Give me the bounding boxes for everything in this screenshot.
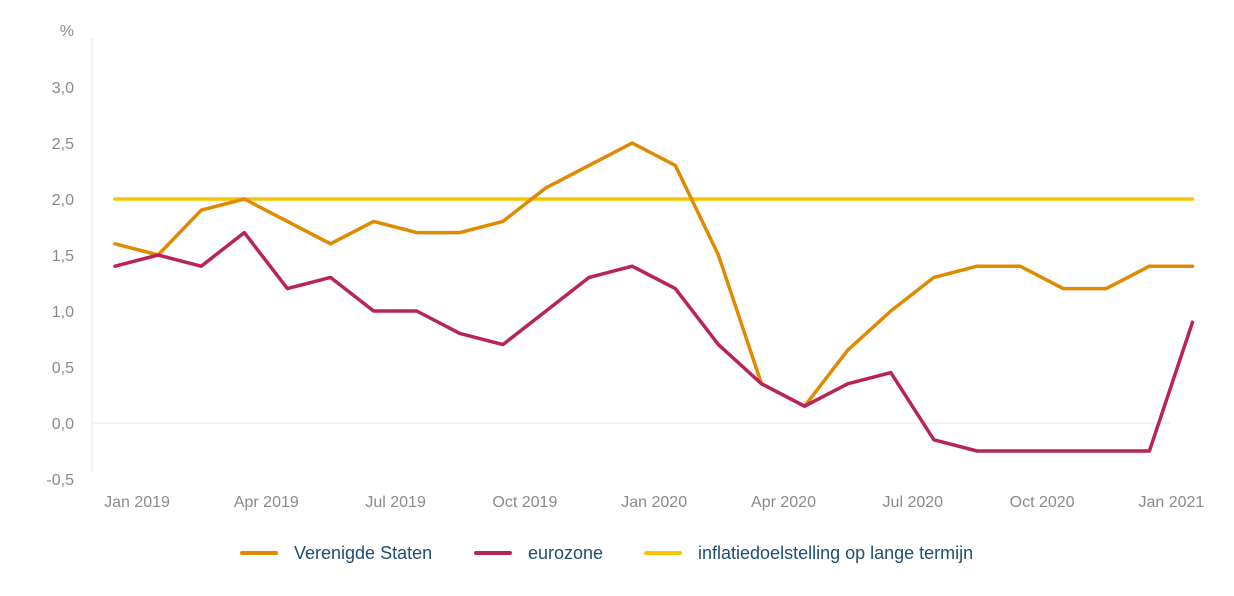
y-tick-label: 3,0 xyxy=(52,80,74,97)
y-tick-label: 0,0 xyxy=(52,416,74,433)
x-tick-label: Oct 2020 xyxy=(1010,494,1075,511)
series-line xyxy=(113,230,1195,453)
x-tick-label: Apr 2019 xyxy=(234,494,299,511)
legend-swatch xyxy=(644,551,682,555)
y-axis-unit-label: % xyxy=(60,23,74,40)
legend-label: Verenigde Staten xyxy=(294,542,433,563)
legend-swatch xyxy=(474,551,512,555)
y-tick-label: 2,0 xyxy=(52,192,74,209)
x-tick-label: Apr 2020 xyxy=(751,494,816,511)
y-tick-label: 0,5 xyxy=(52,360,74,377)
x-tick-label: Jan 2020 xyxy=(621,494,687,511)
legend-label: eurozone xyxy=(528,542,604,563)
y-tick-labels: -0,5 0,0 0,5 1,0 1,5 2,0 2,5 3,0 xyxy=(46,80,74,489)
series-line xyxy=(113,141,1195,408)
legend-label: inflatiedoelstelling op lange termijn xyxy=(698,542,974,563)
x-tick-label: Jul 2020 xyxy=(883,494,944,511)
y-tick-label: -0,5 xyxy=(46,472,74,489)
legend-swatch xyxy=(240,551,278,555)
x-tick-label: Jan 2021 xyxy=(1138,494,1204,511)
series-lines xyxy=(113,141,1195,453)
y-tick-label: 1,5 xyxy=(52,248,74,265)
x-tick-label: Jan 2019 xyxy=(104,494,170,511)
x-tick-label: Oct 2019 xyxy=(492,494,557,511)
legend-item: inflatiedoelstelling op lange termijn xyxy=(644,536,973,570)
legend-item: Verenigde Staten xyxy=(240,536,432,570)
line-chart: % -0,5 0,0 0,5 1,0 1,5 2,0 2,5 3,0 Jan 2019 Apr … xyxy=(46,23,1204,511)
legend-item: eurozone xyxy=(474,536,603,570)
y-tick-label: 2,5 xyxy=(52,136,74,153)
x-tick-labels: Jan 2019 Apr 2019 Jul 2019 Oct 2019 Jan 2020… xyxy=(104,494,1204,511)
legend: Verenigde Staten eurozone inflatiedoelstel… xyxy=(0,536,1234,570)
x-tick-label: Jul 2019 xyxy=(365,494,426,511)
y-tick-label: 1,0 xyxy=(52,304,74,321)
